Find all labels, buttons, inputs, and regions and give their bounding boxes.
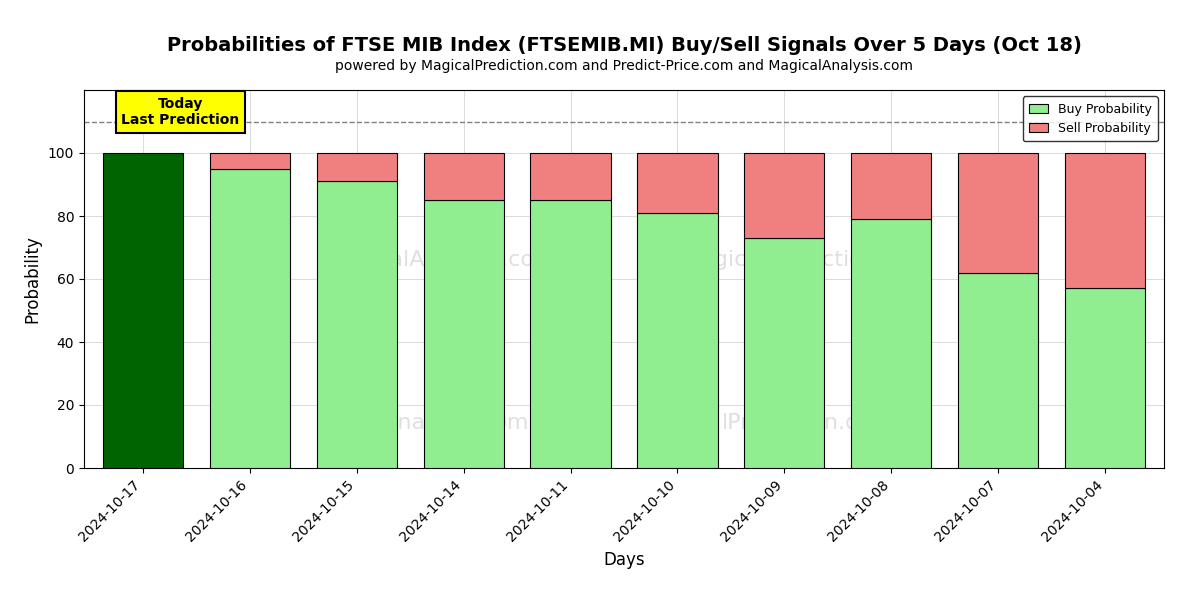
Bar bbox=[424, 200, 504, 468]
Bar bbox=[637, 213, 718, 468]
Bar bbox=[744, 153, 824, 238]
Title: Probabilities of FTSE MIB Index (FTSEMIB.MI) Buy/Sell Signals Over 5 Days (Oct 1: Probabilities of FTSE MIB Index (FTSEMIB… bbox=[167, 36, 1081, 55]
Text: lPrediction.com: lPrediction.com bbox=[722, 413, 893, 433]
Bar bbox=[744, 238, 824, 468]
Text: powered by MagicalPrediction.com and Predict-Price.com and MagicalAnalysis.com: powered by MagicalPrediction.com and Pre… bbox=[335, 59, 913, 73]
Text: calAnalysis.com: calAnalysis.com bbox=[352, 413, 529, 433]
Text: MagicalPrediction.com: MagicalPrediction.com bbox=[683, 250, 932, 270]
Bar bbox=[637, 153, 718, 213]
Y-axis label: Probability: Probability bbox=[23, 235, 41, 323]
Bar bbox=[958, 153, 1038, 272]
Bar bbox=[530, 153, 611, 200]
Bar bbox=[210, 169, 290, 468]
Bar bbox=[317, 181, 397, 468]
Bar bbox=[1066, 153, 1145, 289]
Text: MagicalAnalysis.com: MagicalAnalysis.com bbox=[324, 250, 557, 270]
Bar bbox=[1066, 289, 1145, 468]
Bar bbox=[851, 153, 931, 219]
Bar bbox=[530, 200, 611, 468]
Bar bbox=[958, 272, 1038, 468]
X-axis label: Days: Days bbox=[604, 551, 644, 569]
Bar bbox=[103, 153, 182, 468]
Bar bbox=[424, 153, 504, 200]
Bar bbox=[851, 219, 931, 468]
Bar bbox=[317, 153, 397, 181]
Bar bbox=[210, 153, 290, 169]
Legend: Buy Probability, Sell Probability: Buy Probability, Sell Probability bbox=[1022, 96, 1158, 141]
Text: Today
Last Prediction: Today Last Prediction bbox=[121, 97, 239, 127]
